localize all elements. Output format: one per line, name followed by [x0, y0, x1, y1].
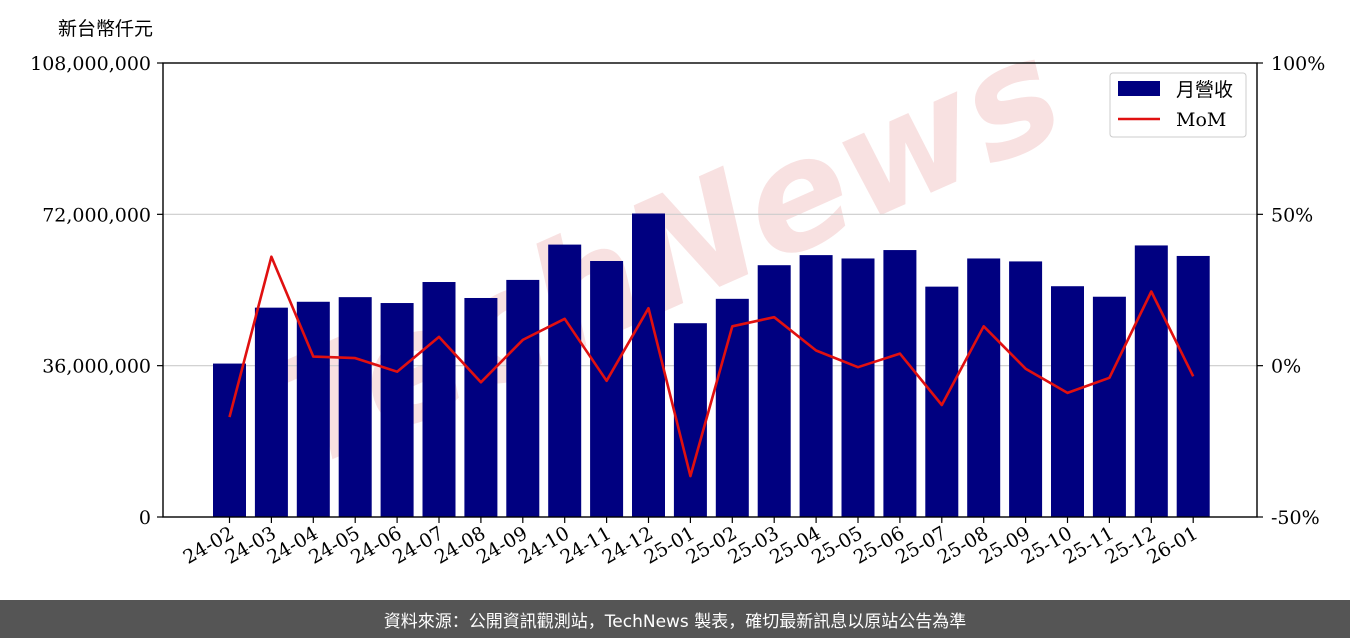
bar-24-02 — [213, 363, 246, 517]
left-tick-label: 72,000,000 — [42, 204, 151, 226]
bar-26-01 — [1176, 255, 1210, 517]
bar-25-08 — [967, 258, 1001, 517]
left-tick-label: 0 — [139, 507, 151, 529]
bar-24-04 — [296, 301, 330, 517]
legend-label-line: MoM — [1176, 109, 1226, 131]
bar-24-11 — [590, 260, 624, 517]
revenue-chart: TechNews 0 36,000,000 72,000,000 108,000,000… — [30, 4, 1325, 569]
bar-25-07 — [925, 286, 959, 517]
bar-24-07 — [422, 282, 456, 517]
bar-25-03 — [757, 265, 791, 517]
bar-24-08 — [464, 297, 498, 517]
right-tick-label: 100% — [1271, 53, 1325, 75]
unit-label: 新台幣仟元 — [58, 18, 154, 40]
bar-25-02 — [715, 298, 749, 517]
bar-25-05 — [841, 258, 875, 517]
bar-24-09 — [506, 279, 540, 517]
watermark-logo: TechNews — [252, 4, 1086, 503]
bar-series — [213, 213, 1210, 517]
left-tick-label: 108,000,000 — [30, 53, 151, 75]
bar-25-04 — [799, 255, 833, 517]
legend-swatch-bar — [1118, 81, 1160, 96]
legend-label-bar: 月營收 — [1176, 79, 1233, 101]
bar-24-10 — [548, 244, 582, 517]
right-tick-label: -50% — [1271, 507, 1320, 529]
bar-25-09 — [1009, 261, 1043, 517]
bar-24-05 — [338, 297, 372, 517]
plot-frame — [162, 62, 1258, 518]
bar-24-06 — [380, 303, 414, 517]
bar-25-12 — [1134, 245, 1168, 517]
mom-line — [228, 255, 1195, 478]
bar-25-01 — [673, 323, 707, 517]
bar-24-12 — [632, 213, 665, 517]
bar-25-06 — [883, 250, 917, 517]
right-tick-label: 0% — [1271, 356, 1301, 378]
source-footer: 資料來源：公開資訊觀測站，TechNews 製表，確切最新訊息以原站公告為準 — [0, 600, 1350, 638]
bar-25-11 — [1092, 296, 1126, 517]
legend: 月營收 MoM — [1109, 72, 1247, 138]
left-tick-label: 36,000,000 — [42, 356, 151, 378]
footer-text: 資料來源：公開資訊觀測站，TechNews 製表，確切最新訊息以原站公告為準 — [383, 611, 967, 632]
bar-25-10 — [1051, 286, 1084, 517]
right-tick-label: 50% — [1271, 204, 1313, 226]
bar-24-03 — [254, 307, 288, 517]
